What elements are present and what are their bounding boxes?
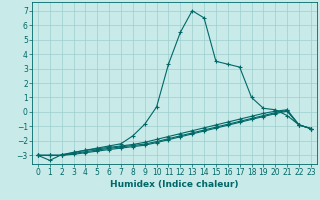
X-axis label: Humidex (Indice chaleur): Humidex (Indice chaleur) — [110, 180, 239, 189]
